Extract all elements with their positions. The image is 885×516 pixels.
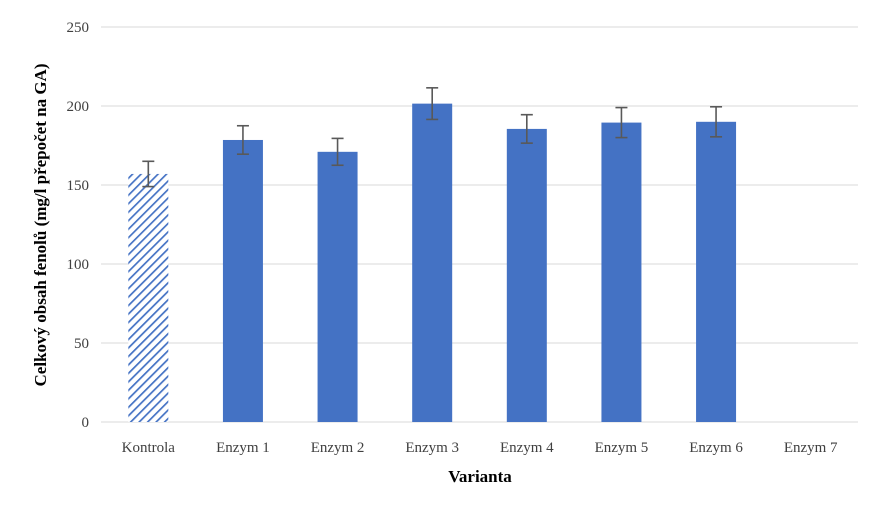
error-bar-kontrola (142, 160, 155, 188)
x-axis-title: Varianta (448, 467, 512, 486)
y-tick-label: 0 (82, 415, 90, 431)
bar-enzym-6 (696, 121, 737, 423)
y-tick-label: 200 (67, 99, 90, 115)
y-tick-label: 50 (74, 336, 89, 352)
x-category-label: Enzym 3 (405, 440, 459, 456)
x-category-label: Enzym 5 (595, 440, 649, 456)
bar-enzym-2 (317, 151, 358, 422)
bar-enzym-1 (222, 139, 263, 422)
error-bar-enzym-6 (710, 105, 723, 138)
bar-enzym-5 (601, 122, 642, 422)
error-bar-enzym-3 (426, 87, 439, 121)
error-bar-enzym-1 (236, 124, 249, 155)
error-bar-enzym-2 (331, 137, 344, 167)
x-category-label: Enzym 6 (689, 440, 743, 456)
x-category-label: Enzym 4 (500, 440, 554, 456)
x-axis-category-labels: Kontrola Enzym 1 Enzym 2 Enzym 3 Enzym 4 Enzy… (122, 440, 838, 456)
y-axis-title: Celkový obsah fenolů (mg/l přepočet na G… (31, 64, 50, 387)
error-bars (142, 87, 723, 188)
y-tick-label: 150 (67, 178, 90, 194)
y-tick-label: 250 (67, 20, 90, 36)
x-category-label: Enzym 1 (216, 440, 270, 456)
bar-kontrola (128, 173, 169, 422)
error-bar-enzym-4 (520, 113, 533, 144)
bar-enzym-3 (412, 103, 453, 422)
gridlines (101, 26, 858, 423)
error-bar-enzym-5 (615, 106, 628, 139)
x-category-label: Enzym 2 (311, 440, 365, 456)
y-tick-label: 100 (67, 257, 90, 273)
x-category-label: Enzym 7 (784, 440, 838, 456)
x-category-label: Kontrola (122, 440, 176, 456)
y-axis-tick-labels: 0 50 100 150 200 250 (67, 20, 90, 431)
bars (128, 103, 737, 423)
bar-enzym-4 (506, 128, 547, 422)
